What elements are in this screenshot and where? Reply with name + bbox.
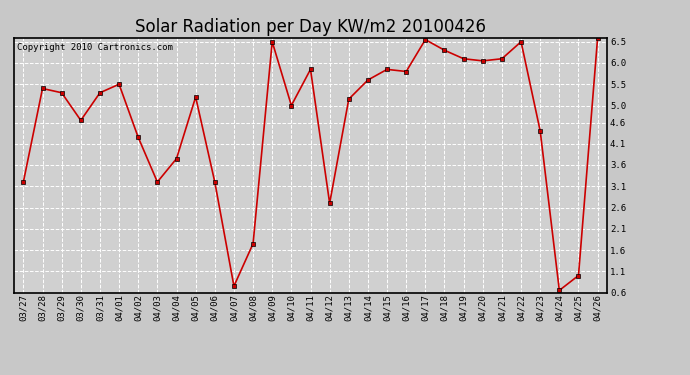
Title: Solar Radiation per Day KW/m2 20100426: Solar Radiation per Day KW/m2 20100426 [135,18,486,36]
Text: Copyright 2010 Cartronics.com: Copyright 2010 Cartronics.com [17,43,172,52]
